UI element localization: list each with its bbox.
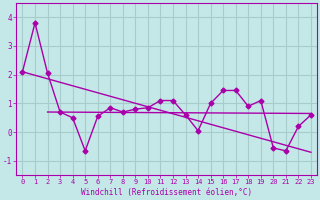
X-axis label: Windchill (Refroidissement éolien,°C): Windchill (Refroidissement éolien,°C) bbox=[81, 188, 252, 197]
